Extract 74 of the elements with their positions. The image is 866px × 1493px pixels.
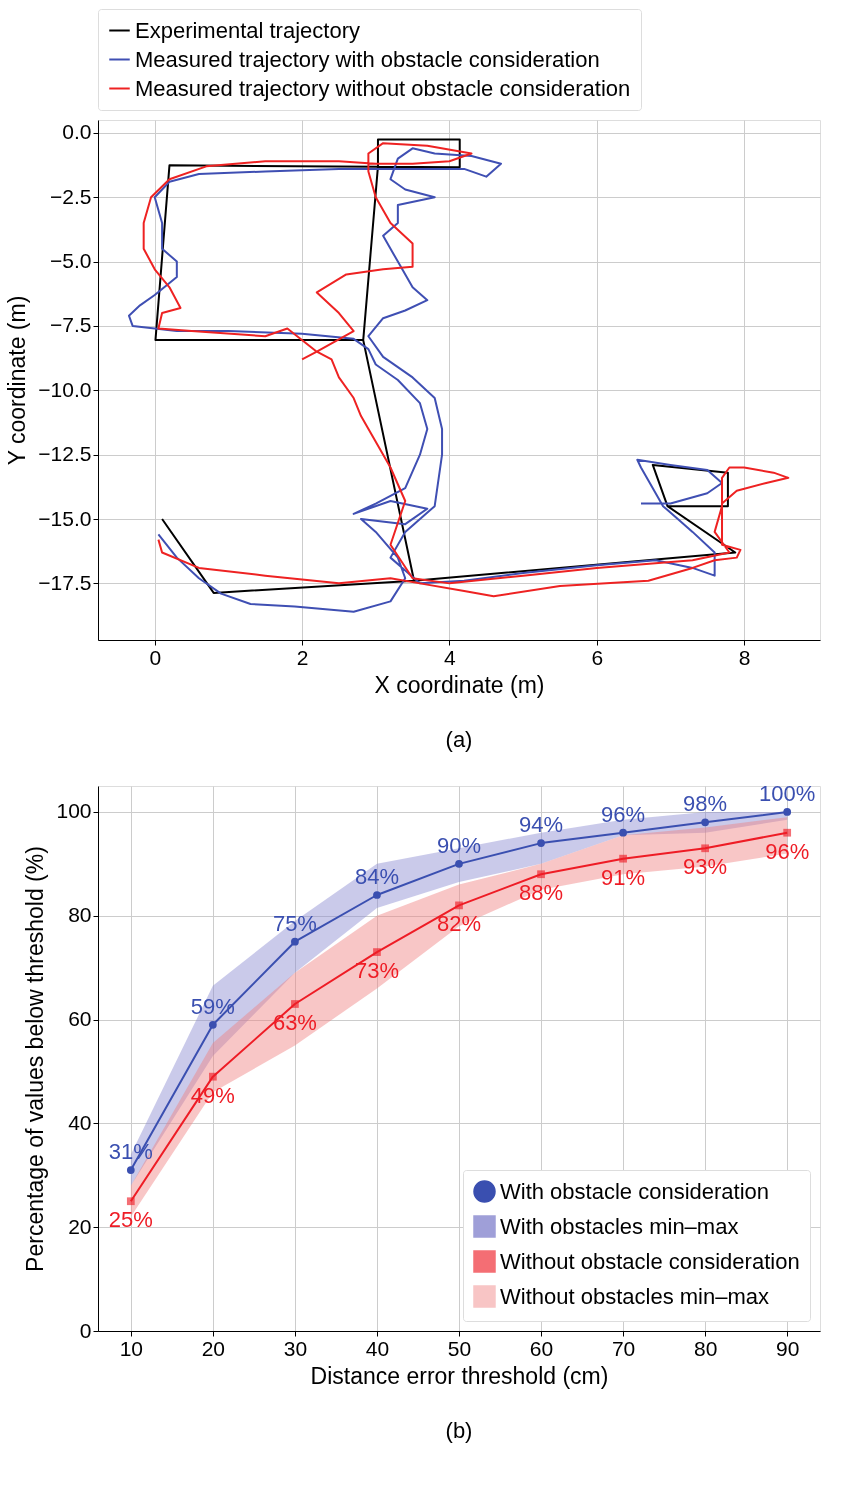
point (619, 828, 627, 837)
point (619, 854, 627, 863)
x-tick-label: 2 (296, 645, 309, 669)
x-tick-label: 30 (283, 1336, 308, 1360)
text: (a) (445, 727, 473, 752)
x-tick-label: 0 (149, 645, 162, 669)
x-tick-label: 60 (529, 1336, 554, 1360)
x-tick-label: 8 (738, 645, 751, 669)
data-label: 93% (683, 854, 728, 880)
legend-label: Without obstacle consideration (500, 1248, 800, 1274)
x-tick-label: 6 (591, 645, 604, 669)
x-axis-title: X coordinate (m) (374, 671, 545, 698)
point (701, 844, 710, 853)
y-tick-label: 100 (56, 799, 92, 823)
y-axis-title: Percentage of values below threshold (%) (22, 846, 49, 1272)
point (783, 828, 792, 837)
data-label: 98% (683, 791, 728, 817)
point (291, 937, 299, 946)
legend-label: Measured trajectory without obstacle consideration (135, 75, 631, 101)
y-tick-label: 40 (68, 1110, 92, 1134)
point (373, 891, 381, 899)
point (208, 1020, 217, 1029)
y-tick-label: −15.0 (38, 506, 92, 530)
y-tick-label: −5.0 (50, 249, 92, 273)
x-tick-label: 4 (444, 645, 457, 669)
data-label: 73% (354, 958, 399, 984)
legend-label: Without obstacles min–max (500, 1283, 769, 1309)
x-tick-label: 80 (693, 1336, 718, 1360)
data-label: 90% (436, 832, 482, 858)
y-tick-label: −2.5 (50, 184, 92, 208)
x-tick-label: 20 (201, 1336, 226, 1360)
legend-label: With obstacle consideration (500, 1178, 770, 1204)
text: (b) (445, 1418, 473, 1443)
point (537, 870, 545, 879)
y-tick-label: −10.0 (38, 377, 92, 401)
data-label: 88% (519, 880, 564, 906)
data-label: 25% (108, 1207, 153, 1233)
legend-label: Measured trajectory with obstacle consideration (135, 46, 600, 72)
y-tick-label: 80 (68, 903, 92, 927)
data-label: 82% (436, 911, 482, 937)
point (701, 818, 710, 827)
point (208, 1072, 217, 1081)
x-tick-label: 10 (119, 1336, 143, 1360)
x-tick-label: 50 (447, 1336, 472, 1360)
legend-label: Experimental trajectory (135, 17, 360, 43)
point (783, 808, 792, 816)
x-tick-label: 70 (611, 1336, 636, 1360)
x-tick-label: 40 (365, 1336, 390, 1360)
point (537, 839, 545, 847)
data-label: 96% (601, 801, 646, 827)
y-tick-label: −17.5 (38, 570, 92, 594)
y-tick-label: 0.0 (62, 120, 92, 144)
data-label: 94% (519, 812, 564, 838)
y-tick-label: 20 (68, 1214, 92, 1238)
point (373, 948, 381, 956)
y-tick-label: −12.5 (38, 442, 92, 466)
y-axis-title: Y coordinate (m) (4, 295, 31, 466)
y-tick-label: −7.5 (50, 313, 92, 337)
point (291, 1000, 299, 1008)
point (455, 901, 463, 910)
data-label: 75% (272, 910, 317, 936)
x-tick-label: 90 (776, 1336, 800, 1360)
data-label: 100% (759, 780, 816, 806)
data-label: 84% (354, 864, 399, 889)
y-tick-label: 0 (79, 1318, 92, 1342)
data-label: 63% (272, 1010, 317, 1035)
data-label: 91% (601, 864, 646, 890)
point (126, 1197, 135, 1206)
point (126, 1166, 135, 1174)
y-tick-label: 60 (68, 1007, 92, 1031)
legend-label: With obstacles min–max (500, 1213, 739, 1239)
data-label: 96% (765, 838, 810, 864)
x-axis-title: Distance error threshold (cm) (310, 1362, 609, 1389)
point (455, 859, 463, 868)
